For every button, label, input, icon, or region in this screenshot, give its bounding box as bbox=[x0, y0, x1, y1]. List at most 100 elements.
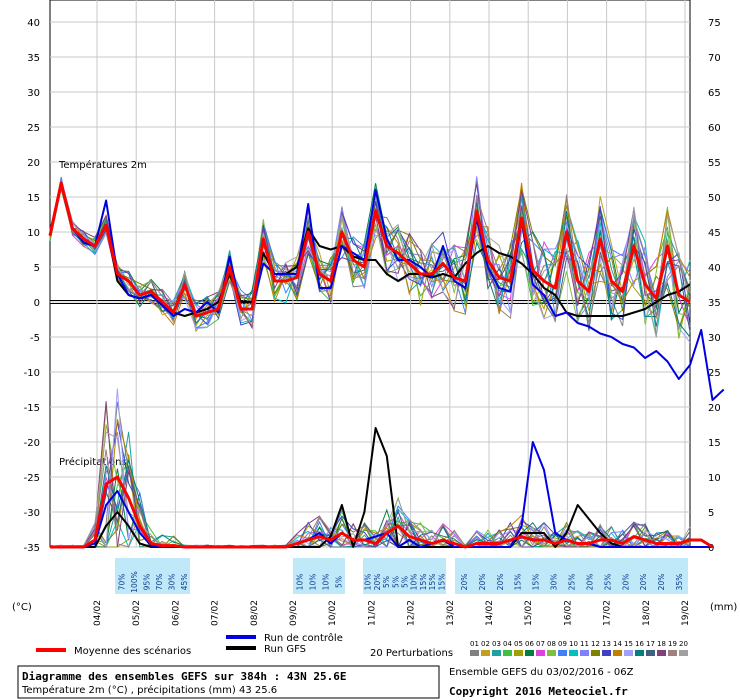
perturbation-id: 04 bbox=[503, 640, 512, 648]
perturbation-swatch bbox=[492, 650, 501, 656]
perturbation-swatch bbox=[679, 650, 688, 656]
perturbation-id: 11 bbox=[580, 640, 589, 648]
perturbation-swatch bbox=[481, 650, 490, 656]
y-left-tick-label: 0 bbox=[34, 298, 40, 309]
perturbation-swatch bbox=[514, 650, 523, 656]
probability-band bbox=[455, 558, 688, 594]
y-right-tick-label: 55 bbox=[708, 158, 721, 169]
date-label: 05/02 bbox=[132, 600, 142, 626]
probability-label: 95% bbox=[142, 574, 151, 591]
perturbation-swatch bbox=[591, 650, 600, 656]
control-temp-line bbox=[49, 182, 725, 401]
y-right-tick-label: 60 bbox=[708, 123, 721, 134]
probability-band bbox=[115, 558, 190, 594]
perturbation-temp-line bbox=[49, 180, 691, 327]
date-label: 11/02 bbox=[367, 600, 377, 626]
y-right-tick-label: 65 bbox=[708, 88, 721, 99]
probability-label: 70% bbox=[155, 574, 164, 591]
probability-label: 10% bbox=[364, 574, 373, 591]
y-right-tick-label: 75 bbox=[708, 18, 721, 29]
y-right-unit: (mm) bbox=[710, 602, 737, 613]
y-left-unit: (°C) bbox=[12, 602, 32, 613]
perturbation-id: 02 bbox=[481, 640, 490, 648]
perturbation-swatch bbox=[657, 650, 666, 656]
probability-label: 10% bbox=[322, 574, 331, 591]
perturbation-id: 01 bbox=[470, 640, 479, 648]
probability-label: 70% bbox=[117, 574, 126, 591]
temperature-section-label: Températures 2m bbox=[58, 159, 147, 171]
perturbation-swatch bbox=[470, 650, 479, 656]
perturbation-swatch bbox=[569, 650, 578, 656]
y-right-tick-label: 35 bbox=[708, 298, 721, 309]
probability-band bbox=[363, 558, 446, 594]
perturbation-swatch bbox=[525, 650, 534, 656]
perturbation-id: 10 bbox=[569, 640, 578, 648]
y-right-tick-label: 0 bbox=[708, 543, 714, 554]
date-label: 08/02 bbox=[250, 600, 260, 626]
perturbation-id: 07 bbox=[536, 640, 545, 648]
y-right-tick-label: 40 bbox=[708, 263, 721, 274]
probability-label: 20% bbox=[478, 574, 487, 591]
probability-label: 5% bbox=[391, 576, 400, 588]
perturbation-id: 20 bbox=[679, 640, 688, 648]
chart-subtitle: Température 2m (°C) , précipitations (mm… bbox=[22, 685, 278, 696]
perturbation-swatch bbox=[602, 650, 611, 656]
y-left-tick-label: 40 bbox=[27, 18, 40, 29]
y-right-tick-label: 30 bbox=[708, 333, 721, 344]
probability-label: 15% bbox=[428, 574, 437, 591]
copyright: Copyright 2016 Meteociel.fr bbox=[449, 685, 628, 698]
probability-label: 10% bbox=[309, 574, 318, 591]
y-left-tick-label: -10 bbox=[24, 368, 40, 379]
y-left-tick-label: -5 bbox=[30, 333, 40, 344]
probability-label: 20% bbox=[460, 574, 469, 591]
perturbation-id: 05 bbox=[514, 640, 523, 648]
perturbation-swatch bbox=[580, 650, 589, 656]
mean-temp-line bbox=[48, 181, 691, 318]
y-left-tick-label: -15 bbox=[24, 403, 40, 414]
precip-section-label: Précipitations bbox=[59, 456, 127, 468]
perturbation-id: 08 bbox=[547, 640, 556, 648]
date-label: 13/02 bbox=[446, 600, 456, 626]
perturbation-swatch bbox=[635, 650, 644, 656]
y-left-tick-label: 10 bbox=[27, 228, 40, 239]
control-precip-line bbox=[50, 441, 713, 548]
date-label: 15/02 bbox=[524, 600, 534, 626]
probability-label: 15% bbox=[532, 574, 541, 591]
probability-label: 30% bbox=[167, 574, 176, 591]
date-label: 18/02 bbox=[642, 600, 652, 626]
probability-label: 5% bbox=[335, 576, 344, 588]
mean-precip-line bbox=[50, 475, 714, 549]
probability-label: 5% bbox=[382, 576, 391, 588]
y-left-tick-label: 35 bbox=[27, 53, 40, 64]
probability-label: 45% bbox=[180, 574, 189, 591]
perturbation-swatch bbox=[547, 650, 556, 656]
perturbation-id: 18 bbox=[657, 640, 666, 648]
y-right-tick-label: 45 bbox=[708, 228, 721, 239]
legend-control-label: Run de contrôle bbox=[264, 632, 343, 644]
perturbation-temp-line bbox=[49, 179, 691, 329]
probability-label: 10% bbox=[410, 574, 419, 591]
date-label: 14/02 bbox=[485, 600, 495, 626]
y-right-tick-label: 70 bbox=[708, 53, 721, 64]
y-left-tick-label: 20 bbox=[27, 158, 40, 169]
probability-label: 100% bbox=[130, 571, 139, 592]
date-label: 12/02 bbox=[407, 600, 417, 626]
y-left-tick-label: 30 bbox=[27, 88, 40, 99]
perturbation-swatch bbox=[646, 650, 655, 656]
probability-label: 15% bbox=[419, 574, 428, 591]
probability-label: 20% bbox=[621, 574, 630, 591]
probability-label: 25% bbox=[603, 574, 612, 591]
y-left-tick-label: -25 bbox=[24, 473, 40, 484]
date-label: 09/02 bbox=[289, 600, 299, 626]
y-left-tick-label: -20 bbox=[24, 438, 40, 449]
perturbation-id: 09 bbox=[558, 640, 567, 648]
perturbation-id: 03 bbox=[492, 640, 501, 648]
chart-title: Diagramme des ensembles GEFS sur 384h : … bbox=[22, 670, 347, 683]
probability-label: 20% bbox=[496, 574, 505, 591]
probability-label: 10% bbox=[296, 574, 305, 591]
probability-label: 35% bbox=[675, 574, 684, 591]
perturbation-swatch bbox=[668, 650, 677, 656]
perturbation-temp-line bbox=[49, 176, 691, 323]
